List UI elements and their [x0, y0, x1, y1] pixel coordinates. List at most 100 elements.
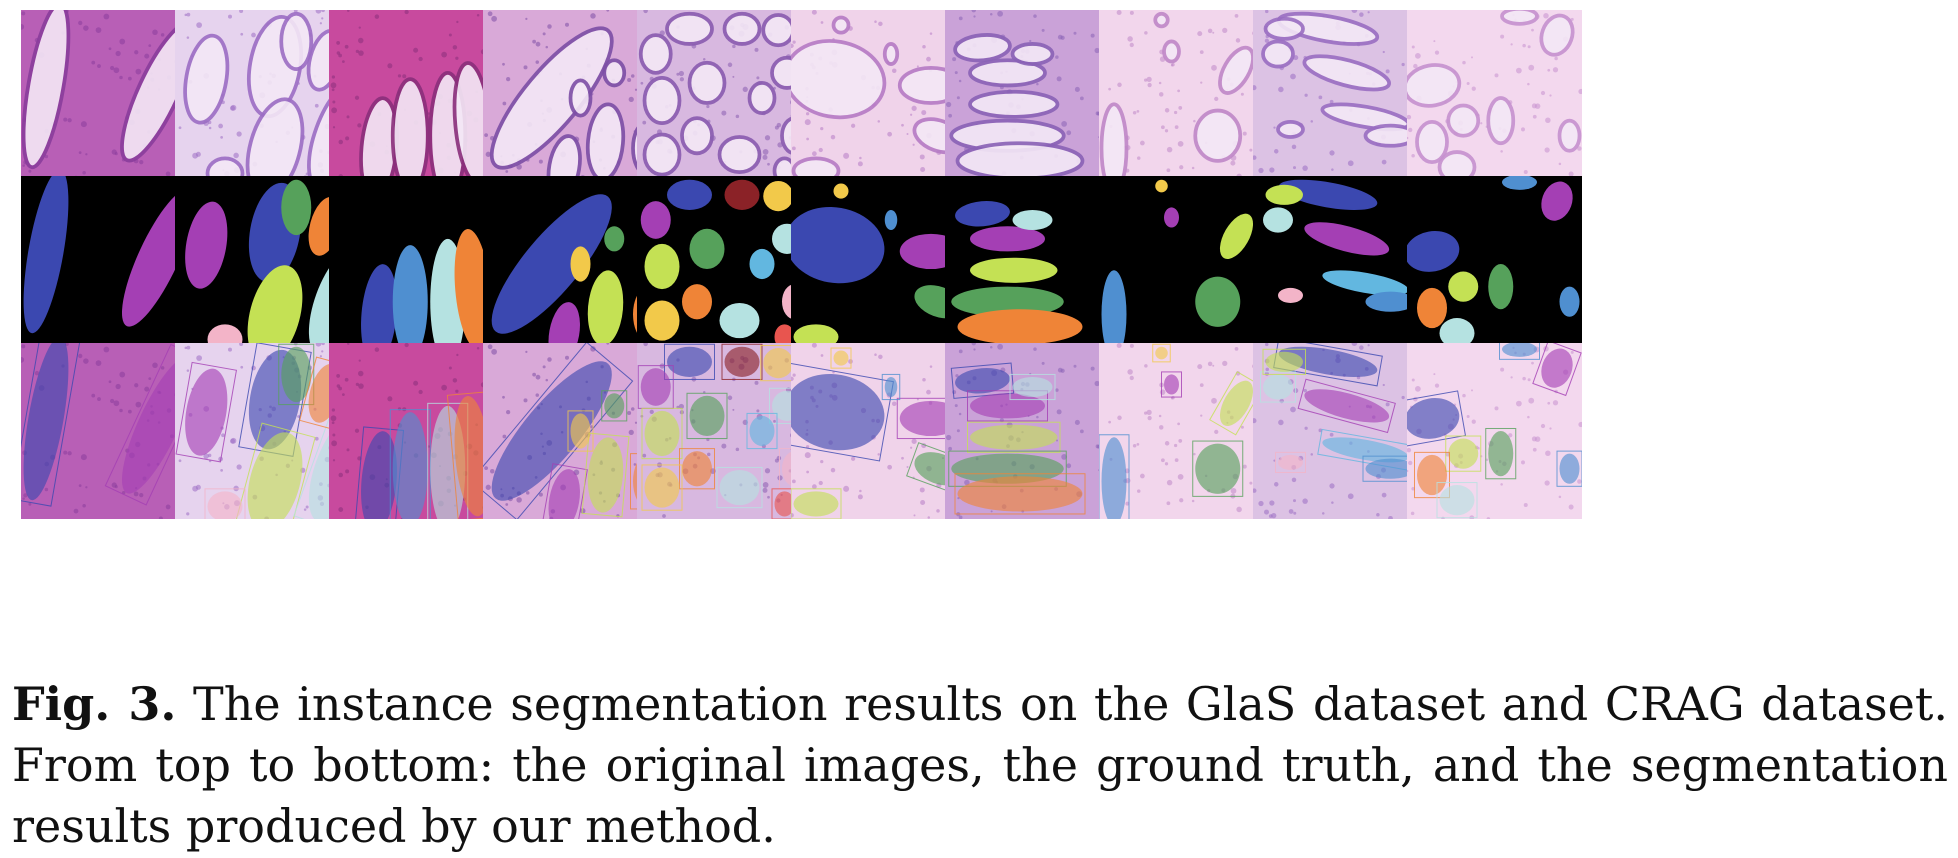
predicted-instance [1407, 398, 1460, 439]
ground-truth-instance [719, 302, 760, 339]
predicted-instance [1559, 453, 1580, 484]
ground-truth-instance [724, 179, 760, 210]
predicted-instance [640, 368, 671, 406]
ground-truth-instance [644, 300, 680, 341]
original-images-image-4 [483, 10, 658, 186]
ground-truth-instance [1278, 179, 1378, 211]
original-images-image-9 [1253, 10, 1428, 186]
ground-truth-instance [23, 176, 69, 334]
ground-truth-instance [667, 179, 712, 210]
ground-truth-instance [682, 284, 712, 320]
predicted-instance [951, 453, 1064, 484]
ground-truth-instance [1278, 287, 1303, 303]
segmentation-results-tile-5 [637, 343, 812, 519]
original-images-image-5 [637, 10, 812, 186]
ground-truth-instance [491, 194, 612, 334]
predicted-instance [1195, 443, 1241, 494]
ground-truth-instance [689, 228, 725, 270]
predicted-instance [1155, 346, 1168, 360]
predicted-instance [689, 395, 725, 437]
ground-truth-instance [1155, 179, 1168, 193]
original-images-image-10 [1407, 10, 1582, 186]
ground-truth-instance [970, 257, 1058, 283]
segmentation-results-image-4 [483, 343, 658, 519]
ground-truth-image-1 [21, 176, 196, 352]
predicted-instance [793, 491, 839, 517]
segmentation-results-image-7 [945, 343, 1120, 519]
ground-truth-image-3 [329, 176, 504, 352]
predicted-instance [1488, 431, 1514, 477]
ground-truth-tile-7 [945, 176, 1120, 352]
ground-truth-instance [1365, 291, 1416, 312]
ground-truth-tile-9 [1253, 176, 1428, 352]
predicted-instance [833, 350, 849, 366]
segmentation-results-tile-10 [1407, 343, 1582, 519]
segmentation-results-image-3 [329, 343, 504, 519]
ground-truth-instance [454, 229, 491, 350]
ground-truth-instance [884, 209, 898, 231]
segmentation-results-tile-4 [483, 343, 658, 519]
predicted-instance [749, 415, 775, 447]
predicted-instance [1439, 485, 1475, 516]
predicted-instance [791, 373, 885, 451]
ground-truth-instance [1195, 276, 1241, 327]
predicted-instance [884, 376, 898, 398]
original-images-tile-9 [1253, 10, 1428, 186]
original-images-image-1 [21, 10, 196, 186]
original-images-image-2 [175, 10, 350, 186]
ground-truth-tile-1 [21, 176, 196, 352]
ground-truth-instance [1164, 207, 1179, 228]
original-images-image-3 [329, 10, 504, 186]
predicted-instance [667, 346, 712, 377]
ground-truth-instance [1012, 209, 1053, 231]
predicted-instance [644, 410, 680, 457]
ground-truth-image-5 [637, 176, 812, 352]
ground-truth-instance [1417, 287, 1447, 329]
predicted-instance [763, 348, 794, 379]
ground-truth-instance [392, 245, 428, 352]
predicted-instance [392, 412, 428, 519]
predicted-instance [1012, 376, 1053, 398]
ground-truth-instance [361, 264, 397, 352]
predicted-instance [1304, 389, 1390, 423]
figure-caption: Fig. 3. The instance segmentation result… [12, 674, 1948, 857]
original-images-tile-2 [175, 10, 350, 186]
predicted-instance [23, 343, 69, 501]
caption-text: The instance segmentation results on the… [12, 677, 1948, 853]
predicted-instance [724, 346, 760, 377]
ground-truth-image-8 [1099, 176, 1274, 352]
ground-truth-tile-4 [483, 176, 658, 352]
ground-truth-instance [749, 248, 775, 280]
predicted-instance [587, 437, 624, 513]
figure-label: Fig. 3. [12, 677, 177, 731]
ground-truth-instance [1263, 207, 1293, 233]
predicted-instance [1101, 437, 1127, 519]
ground-truth-image-10 [1407, 176, 1582, 352]
predicted-instance [682, 451, 712, 487]
predicted-instance [1278, 454, 1303, 470]
segmentation-results-image-6 [791, 343, 966, 519]
segmentation-results-image-8 [1099, 343, 1274, 519]
predicted-instance [1278, 346, 1378, 378]
ground-truth-instance [604, 226, 625, 252]
ground-truth-instance [955, 200, 1010, 227]
ground-truth-instance [763, 181, 794, 212]
original-images-image-7 [945, 10, 1120, 186]
ground-truth-instance [1407, 231, 1460, 272]
predicted-instance [644, 467, 680, 508]
predicted-instance [1263, 374, 1293, 400]
ground-truth-tile-6 [791, 176, 966, 352]
ground-truth-instance [1101, 270, 1127, 352]
predicted-instance [957, 476, 1083, 512]
segmentation-results-tile-6 [791, 343, 966, 519]
predicted-instance [247, 432, 303, 519]
predicted-instance [604, 393, 625, 419]
segmentation-results-tile-1 [21, 343, 196, 519]
predicted-instance [955, 367, 1010, 394]
predicted-instance [1365, 458, 1416, 479]
original-images-tile-7 [945, 10, 1120, 186]
predicted-instance [207, 491, 243, 519]
segmentation-results-image-9 [1253, 343, 1428, 519]
segmentation-results-image-1 [21, 343, 196, 519]
ground-truth-image-7 [945, 176, 1120, 352]
